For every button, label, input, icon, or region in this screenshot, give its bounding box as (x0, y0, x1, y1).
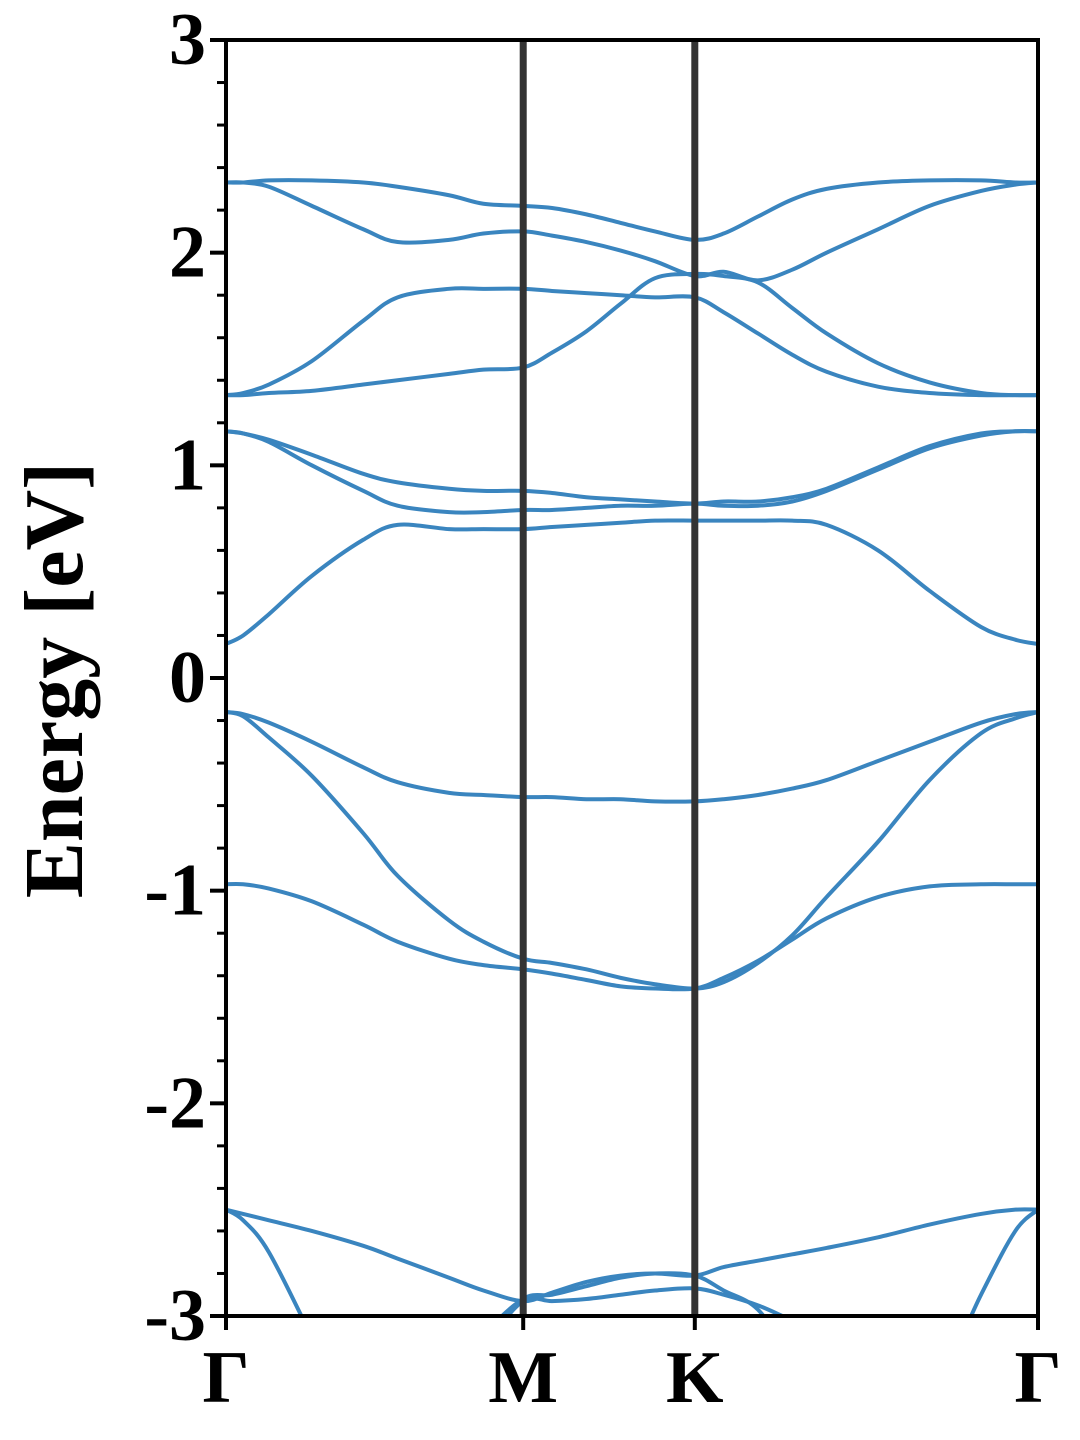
y-tick-label: 1 (169, 424, 206, 506)
y-tick-label: -2 (144, 1062, 206, 1144)
y-tick-label: 2 (169, 212, 206, 294)
band-line-11 (226, 286, 1038, 398)
y-tick-label: -1 (144, 850, 206, 932)
band-line-2 (226, 1207, 1038, 1304)
x-tick-label-3: K (666, 1337, 724, 1419)
band-line-13 (226, 178, 1038, 242)
high-symmetry-lines (519, 40, 699, 1316)
plot-frame (224, 38, 1040, 1318)
band-line-4 (226, 881, 1038, 992)
band-line-9 (226, 429, 1038, 506)
x-tick-label-4: Γ (1014, 1337, 1061, 1419)
x-tick-label-1: Γ (202, 1337, 249, 1419)
y-tick-label: -3 (144, 1275, 206, 1357)
band-line-10 (226, 271, 1038, 398)
y-tick-label: 3 (169, 0, 206, 81)
y-tick-label: 0 (169, 637, 206, 719)
y-axis-ticks: -3 -2 -1 0 1 2 3 (144, 0, 226, 1357)
band-line-5 (226, 710, 1038, 991)
band-line-6 (226, 710, 1038, 804)
band-line-1 (505, 1286, 788, 1316)
band-line-12 (226, 180, 1038, 283)
y-axis-label: Energy [eV] (8, 462, 101, 898)
band-line-3 (226, 1207, 1038, 1316)
band-line-7 (226, 518, 1038, 646)
band-lines (226, 178, 1038, 1316)
x-tick-label-2: M (488, 1337, 558, 1419)
